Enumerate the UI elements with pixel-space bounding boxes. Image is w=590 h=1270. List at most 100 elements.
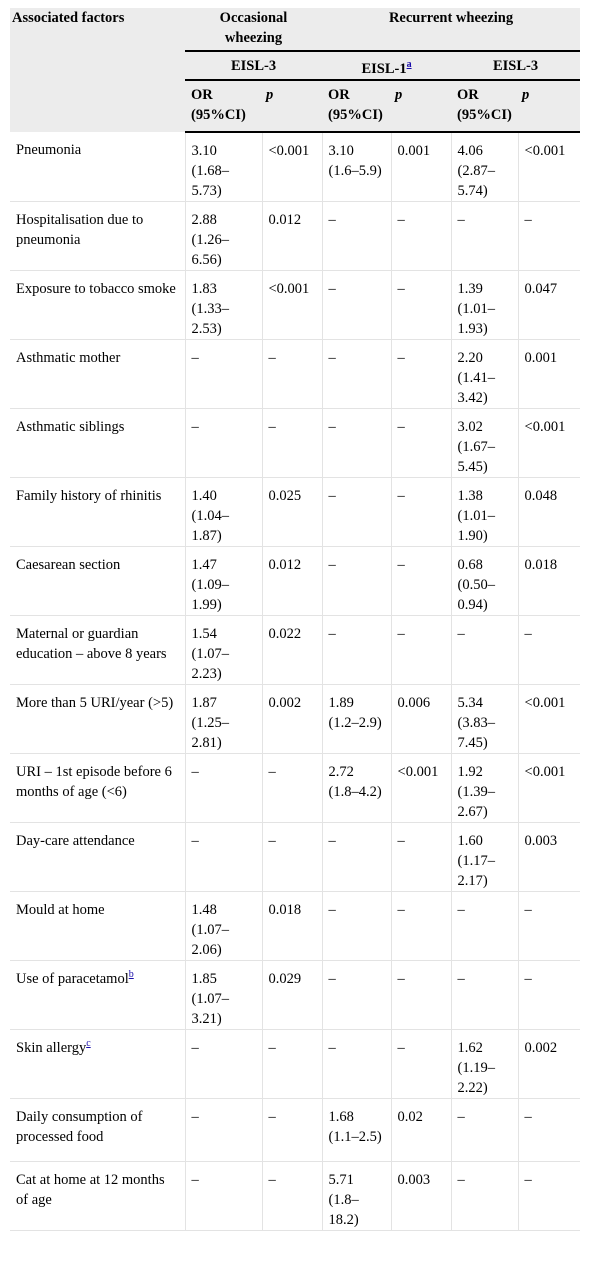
rec-eisl3-or-cell: – (451, 1161, 519, 1231)
factor-cell: Caesarean section (10, 546, 186, 616)
factor-cell: More than 5 URI/year (>5) (10, 684, 186, 754)
occ-eisl3-or-cell: – (185, 339, 263, 409)
rec-eisl3-or-cell: – (451, 615, 519, 685)
header-or-ci: OR (95%CI) (185, 80, 262, 133)
occ-eisl3-p-cell: 0.025 (262, 477, 323, 547)
factor-label: Asthmatic mother (16, 350, 121, 366)
factor-label: Asthmatic siblings (16, 419, 125, 435)
table-row: Cat at home at 12 months of age – –5.71 (1… (10, 1161, 581, 1231)
rec-eisl1-or-cell: – (322, 270, 392, 340)
footnote-c-link[interactable]: c (86, 1038, 91, 1050)
rec-eisl1-p-cell: – (391, 891, 452, 961)
table-row: More than 5 URI/year (>5) 1.87 (1.25–2.81… (10, 684, 581, 754)
occ-eisl3-p-cell: – (262, 408, 323, 478)
rec-eisl3-or-cell: 1.60 (1.17–2.17) (451, 822, 519, 892)
table-row: Exposure to tobacco smoke 1.83 (1.33–2.53… (10, 270, 581, 340)
rec-eisl3-or-cell: 1.62 (1.19–2.22) (451, 1029, 519, 1099)
rec-eisl3-p-cell: <0.001 (518, 684, 581, 754)
rec-eisl3-or-cell: 4.06 (2.87–5.74) (451, 132, 519, 202)
occ-eisl3-p-cell: – (262, 1029, 323, 1099)
rec-eisl3-or-cell: 5.34 (3.83–7.45) (451, 684, 519, 754)
rec-eisl3-or-cell: 2.20 (1.41–3.42) (451, 339, 519, 409)
occ-eisl3-p-cell: – (262, 1161, 323, 1231)
factor-cell: Exposure to tobacco smoke (10, 270, 186, 340)
rec-eisl1-p-cell: 0.003 (391, 1161, 452, 1231)
rec-eisl3-or-cell: – (451, 891, 519, 961)
factor-label: Use of paracetamol (16, 971, 129, 987)
factor-label: Cat at home at 12 months of age (16, 1172, 165, 1208)
rec-eisl1-p-cell: – (391, 1029, 452, 1099)
occ-eisl3-p-cell: <0.001 (262, 270, 323, 340)
occ-eisl3-or-cell: – (185, 1029, 263, 1099)
table-row: Use of paracetamolb 1.85 (1.07–3.21) 0.029… (10, 960, 581, 1030)
rec-eisl1-or-cell: – (322, 546, 392, 616)
rec-eisl3-p-cell: – (518, 1098, 581, 1162)
occ-eisl3-p-cell: – (262, 1098, 323, 1162)
rec-eisl3-p-cell: 0.001 (518, 339, 581, 409)
table-row: Day-care attendance – – – –1.60 (1.17–2.17) 0… (10, 822, 581, 892)
factor-label: Hospitalisation due to pneumonia (16, 212, 144, 248)
factor-cell: URI – 1st episode before 6 months of age… (10, 753, 186, 823)
rec-eisl1-or-cell: – (322, 1029, 392, 1099)
rec-eisl1-or-cell: – (322, 615, 392, 685)
header-p: p (391, 80, 452, 133)
rec-eisl3-p-cell: – (518, 960, 581, 1030)
rec-eisl3-p-cell: – (518, 1161, 581, 1231)
rec-eisl1-p-cell: 0.006 (391, 684, 452, 754)
rec-eisl3-or-cell: – (451, 1098, 519, 1162)
rec-eisl1-p-cell: – (391, 201, 452, 271)
rec-eisl1-p-cell: – (391, 270, 452, 340)
occ-eisl3-or-cell: 1.47 (1.09–1.99) (185, 546, 263, 616)
rec-eisl3-or-cell: 1.92 (1.39–2.67) (451, 753, 519, 823)
table-row: Maternal or guardian education – above 8… (10, 615, 581, 685)
table-row: Daily consumption of processed food – –1.6… (10, 1098, 581, 1162)
occ-eisl3-or-cell: 1.54 (1.07–2.23) (185, 615, 263, 685)
table-row: Caesarean section 1.47 (1.09–1.99) 0.012– –… (10, 546, 581, 616)
occ-eisl3-p-cell: – (262, 822, 323, 892)
rec-eisl3-p-cell: <0.001 (518, 132, 581, 202)
factor-cell: Asthmatic mother (10, 339, 186, 409)
header-eisl1: EISL-1a (322, 51, 452, 81)
factor-cell: Maternal or guardian education – above 8… (10, 615, 186, 685)
factor-cell: Cat at home at 12 months of age (10, 1161, 186, 1231)
rec-eisl1-p-cell: – (391, 477, 452, 547)
factor-cell: Daily consumption of processed food (10, 1098, 186, 1162)
header-p: p (262, 80, 323, 133)
factor-cell: Use of paracetamolb (10, 960, 186, 1030)
occ-eisl3-or-cell: – (185, 1098, 263, 1162)
occ-eisl3-or-cell: – (185, 408, 263, 478)
factor-label: Pneumonia (16, 142, 82, 158)
factor-label: Mould at home (16, 902, 105, 918)
occ-eisl3-or-cell: 1.83 (1.33–2.53) (185, 270, 263, 340)
rec-eisl1-or-cell: – (322, 477, 392, 547)
factor-cell: Asthmatic siblings (10, 408, 186, 478)
table-row: URI – 1st episode before 6 months of age… (10, 753, 581, 823)
factor-label: Caesarean section (16, 557, 121, 573)
factor-cell: Day-care attendance (10, 822, 186, 892)
factor-label: Maternal or guardian education – above 8… (16, 626, 167, 662)
rec-eisl3-or-cell: 1.39 (1.01–1.93) (451, 270, 519, 340)
table-row: Family history of rhinitis 1.40 (1.04–1.8… (10, 477, 581, 547)
rec-eisl3-p-cell: 0.048 (518, 477, 581, 547)
occ-eisl3-or-cell: 1.40 (1.04–1.87) (185, 477, 263, 547)
rec-eisl3-p-cell: – (518, 615, 581, 685)
header-p: p (518, 80, 581, 133)
table-row: Pneumonia 3.10 (1.68–5.73) <0.001 3.10 (1.6… (10, 132, 581, 202)
rec-eisl1-or-cell: 1.68 (1.1–2.5) (322, 1098, 392, 1162)
rec-eisl3-or-cell: 1.38 (1.01–1.90) (451, 477, 519, 547)
table-body: Pneumonia 3.10 (1.68–5.73) <0.001 3.10 (1.6… (10, 132, 581, 1231)
rec-eisl1-or-cell: 2.72 (1.8–4.2) (322, 753, 392, 823)
footnote-b-link[interactable]: b (128, 969, 134, 981)
header-associated-factors: Associated factors (10, 8, 185, 132)
factor-label: Daily consumption of processed food (16, 1109, 143, 1145)
footnote-a-link[interactable]: a (406, 58, 412, 70)
rec-eisl1-p-cell: – (391, 339, 452, 409)
table-row: Mould at home 1.48 (1.07–2.06) 0.018– – – – (10, 891, 581, 961)
occ-eisl3-p-cell: – (262, 753, 323, 823)
table-container: Associated factors Occasional wheezing R… (10, 8, 581, 1231)
rec-eisl1-p-cell: 0.001 (391, 132, 452, 202)
table-row: Skin allergyc – – – –1.62 (1.19–2.22) 0.002 (10, 1029, 581, 1099)
header-or-ci: OR (95%CI) (451, 80, 519, 133)
rec-eisl3-p-cell: <0.001 (518, 408, 581, 478)
factor-label: Day-care attendance (16, 833, 135, 849)
